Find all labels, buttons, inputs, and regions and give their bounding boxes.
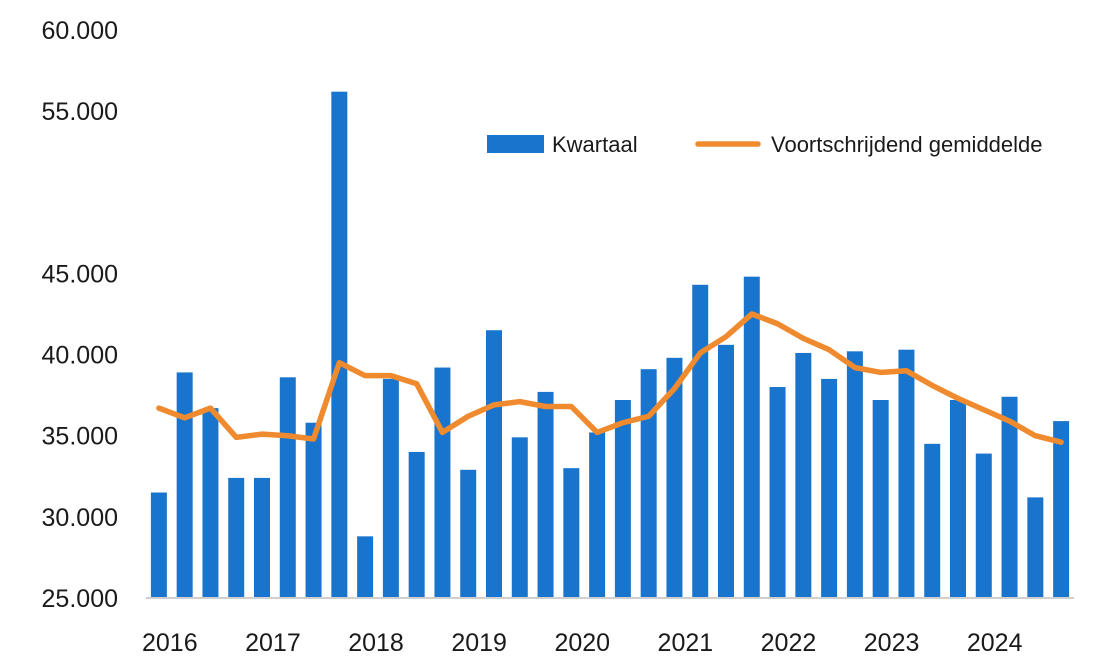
bar-28 <box>846 351 863 598</box>
bar-2 <box>176 372 193 598</box>
y-tick-label: 25.000 <box>42 585 118 613</box>
bar-17 <box>563 468 580 598</box>
x-tick-label: 2019 <box>451 629 507 657</box>
moving-average-line <box>156 311 1064 445</box>
bar-1 <box>150 492 167 598</box>
bar-23 <box>718 344 734 598</box>
bar-5 <box>254 477 270 598</box>
y-tick-label: 30.000 <box>42 504 118 532</box>
x-tick-label: 2017 <box>245 629 301 657</box>
bar-20 <box>640 369 657 598</box>
bar-31 <box>924 443 941 598</box>
legend-line-label: Voortschrijdend gemiddelde <box>771 132 1043 157</box>
x-tick-label: 2023 <box>864 629 920 657</box>
x-tick-label: 2016 <box>142 629 198 657</box>
y-tick-label: 40.000 <box>42 342 118 370</box>
bar-25 <box>769 387 786 598</box>
bar-36 <box>1053 421 1070 598</box>
x-axis: 2016 2017 2018 2019 2020 2021 2022 2023 2024 <box>142 629 1023 657</box>
bar-26 <box>795 352 812 598</box>
bar-3 <box>202 408 219 598</box>
x-tick-label: 2024 <box>967 629 1023 657</box>
bar-8 <box>331 91 348 599</box>
bar-9 <box>357 536 374 598</box>
bar-22 <box>692 284 709 598</box>
bar-29 <box>872 400 889 598</box>
x-tick-label: 2021 <box>658 629 714 657</box>
bar-32 <box>950 400 966 598</box>
bar-27 <box>821 378 838 598</box>
bar-34 <box>1001 396 1018 598</box>
bar-16 <box>537 391 554 598</box>
bar-15 <box>511 437 528 598</box>
bar-24 <box>743 276 760 598</box>
x-tick-label: 2018 <box>348 629 404 657</box>
bar-7 <box>305 422 322 598</box>
bar-4 <box>228 477 245 598</box>
bar-33 <box>975 453 992 598</box>
bar-13 <box>460 469 477 598</box>
bar-30 <box>898 349 915 598</box>
bar-21 <box>666 357 683 598</box>
bar-11 <box>408 451 425 598</box>
bar-series <box>150 91 1070 599</box>
bar-6 <box>279 377 296 598</box>
bar-18 <box>589 432 606 598</box>
y-tick-label: 45.000 <box>42 260 118 288</box>
bar-35 <box>1027 497 1044 598</box>
bar-14 <box>486 330 502 598</box>
y-axis: 25.000 30.000 35.000 40.000 45.000 55.000 60.0… <box>42 17 118 613</box>
bar-19 <box>614 400 631 598</box>
bar-12 <box>434 367 451 598</box>
y-tick-label: 55.000 <box>42 98 118 126</box>
x-tick-label: 2022 <box>761 629 817 657</box>
y-tick-label: 60.000 <box>42 17 118 45</box>
y-tick-label: 35.000 <box>42 423 118 451</box>
legend-bar-label: Kwartaal <box>552 132 638 157</box>
legend-bar-swatch <box>487 135 544 153</box>
legend: Kwartaal Voortschrijdend gemiddelde <box>487 132 1043 157</box>
x-tick-label: 2020 <box>554 629 610 657</box>
bar-10 <box>382 378 399 598</box>
